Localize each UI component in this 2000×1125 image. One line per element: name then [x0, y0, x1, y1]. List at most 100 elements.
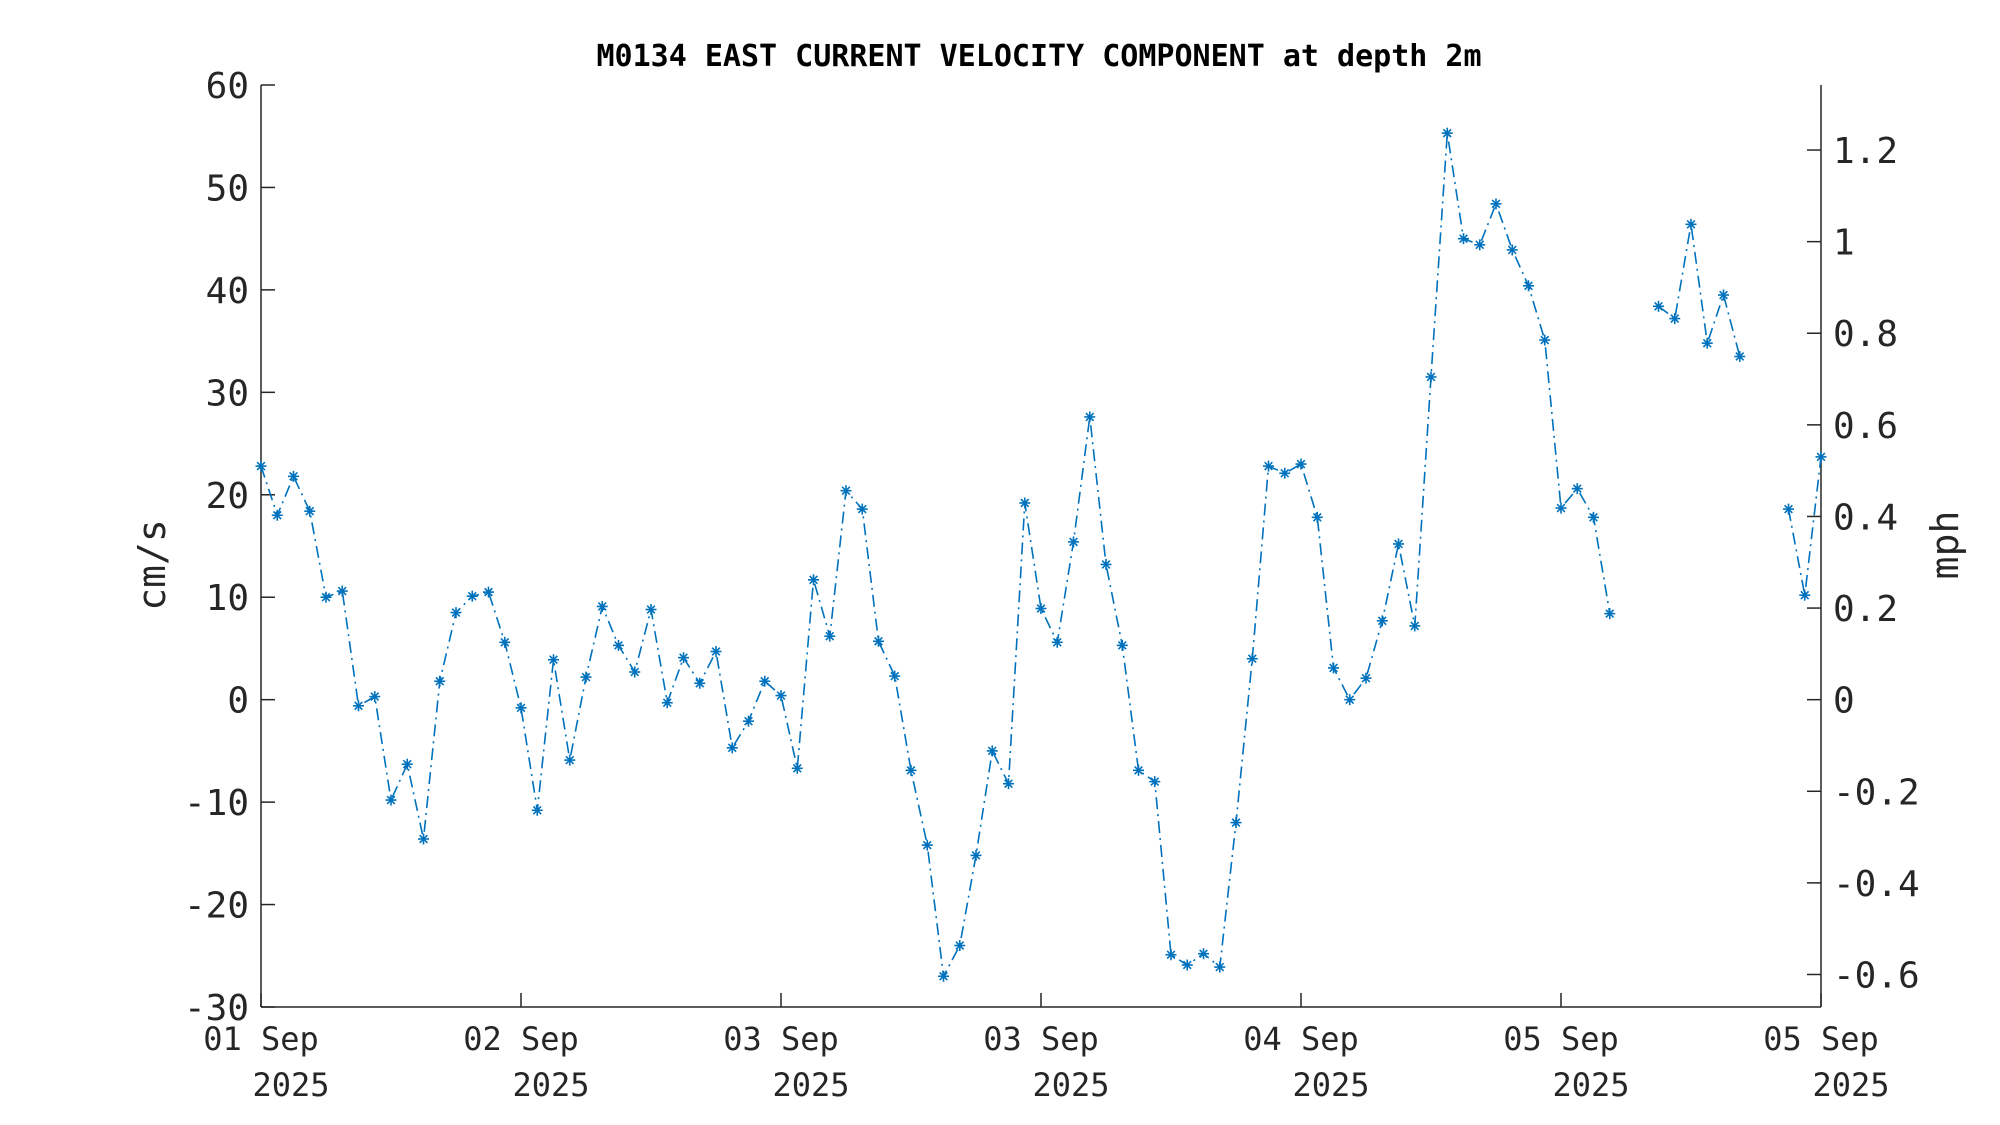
- data-point: [1425, 371, 1437, 383]
- x-tick-label-year: 2025: [1292, 1066, 1369, 1104]
- data-point: [1490, 198, 1502, 210]
- data-point: [759, 675, 771, 687]
- x-tick-label: 04 Sep: [1243, 1020, 1359, 1058]
- y-tick-label-left: 20: [206, 476, 249, 517]
- y-tick-label-left: 0: [227, 681, 249, 722]
- y-tick-label-right: 0.2: [1833, 589, 1898, 630]
- data-point: [1718, 289, 1729, 301]
- marker-stroke: [971, 850, 981, 860]
- data-point: [1685, 218, 1697, 230]
- data-point: [1149, 776, 1161, 788]
- marker-stroke: [1052, 637, 1062, 647]
- y-axis-label-right: mph: [1923, 511, 1967, 580]
- data-point: [889, 670, 901, 682]
- marker-stroke: [1800, 590, 1810, 600]
- data-point: [1523, 280, 1534, 292]
- data-point: [1588, 511, 1599, 523]
- series-layer: [255, 127, 1827, 982]
- marker-stroke: [1442, 128, 1452, 138]
- marker-stroke: [1735, 352, 1745, 361]
- marker-stroke: [987, 746, 997, 756]
- marker-stroke: [1702, 338, 1712, 348]
- y-tick-label-left: 30: [206, 373, 249, 414]
- data-point: [645, 604, 657, 616]
- data-point: [418, 833, 429, 845]
- marker-stroke: [1231, 818, 1241, 828]
- marker-stroke: [922, 840, 932, 850]
- marker-stroke: [1491, 199, 1501, 209]
- data-point: [304, 505, 316, 517]
- marker-stroke: [1020, 498, 1030, 508]
- marker-stroke: [597, 602, 607, 611]
- marker-stroke: [419, 834, 428, 844]
- marker-stroke: [1572, 484, 1582, 494]
- marker-stroke: [1816, 452, 1826, 462]
- x-tick-label-year: 2025: [772, 1066, 849, 1104]
- y-tick-label-right: -0.6: [1833, 955, 1920, 996]
- marker-stroke: [1540, 335, 1550, 345]
- marker-stroke: [1377, 616, 1387, 626]
- x-tick-label: 02 Sep: [463, 1020, 579, 1058]
- y-tick-label-left: 60: [206, 66, 249, 107]
- marker-stroke: [1117, 640, 1127, 650]
- marker-stroke: [1296, 459, 1306, 469]
- x-tick-label: 01 Sep: [203, 1020, 319, 1058]
- data-point: [1295, 458, 1307, 470]
- marker-stroke: [370, 692, 380, 702]
- data-point: [564, 754, 576, 766]
- marker-stroke: [516, 703, 526, 713]
- data-point: [661, 697, 673, 709]
- marker-stroke: [1426, 372, 1436, 382]
- marker-stroke: [1069, 537, 1078, 547]
- y-tick-label-right: 1: [1833, 223, 1855, 264]
- data-point: [1539, 334, 1551, 346]
- marker-stroke: [1345, 695, 1355, 705]
- data-point: [856, 503, 868, 515]
- data-point: [1279, 467, 1291, 479]
- x-tick-label-year: 2025: [1552, 1066, 1629, 1104]
- data-point: [1815, 451, 1827, 463]
- data-point: [1555, 502, 1567, 514]
- marker-stroke: [1394, 539, 1403, 549]
- data-point: [580, 671, 592, 683]
- data-point: [1604, 608, 1616, 620]
- data-point: [1653, 300, 1664, 312]
- marker-stroke: [500, 637, 510, 647]
- tick-labels: -30 -20 -10 0 10 20 30 40 50 60 -0.6 -0.4 -0.2 0 0.2 0.…: [184, 66, 1920, 1104]
- marker-stroke: [906, 765, 916, 775]
- marker-stroke: [792, 763, 802, 773]
- y-tick-label-right: -0.2: [1833, 772, 1920, 813]
- marker-stroke: [1524, 281, 1533, 291]
- data-point: [1376, 615, 1388, 627]
- data-point: [808, 574, 819, 586]
- y-tick-label-right: 0.8: [1833, 314, 1898, 355]
- marker-stroke: [1036, 604, 1046, 613]
- marker-stroke: [467, 591, 477, 601]
- data-point: [629, 666, 641, 678]
- marker-stroke: [321, 592, 331, 602]
- y-tick-label-left: -20: [184, 886, 249, 927]
- y-tick-label-right: -0.4: [1833, 864, 1920, 905]
- data-point: [775, 690, 787, 702]
- data-point: [1100, 558, 1112, 570]
- y-axis-label-left: cm/s: [130, 519, 174, 611]
- data-point: [1311, 511, 1323, 523]
- y-tick-label-left: -30: [184, 988, 249, 1029]
- data-point: [1084, 411, 1096, 423]
- data-point: [466, 590, 478, 602]
- series-line-segment: [1658, 224, 1741, 357]
- x-tick-label: 03 Sep: [723, 1020, 839, 1058]
- data-point: [1133, 764, 1144, 776]
- data-point: [596, 600, 608, 612]
- y-tick-label-right: 0: [1833, 681, 1855, 722]
- data-point: [954, 940, 966, 952]
- marker-stroke: [1101, 560, 1111, 569]
- data-point: [905, 764, 917, 776]
- data-point: [1230, 817, 1242, 829]
- data-point: [434, 675, 446, 687]
- data-point: [336, 585, 348, 597]
- marker-stroke: [1166, 950, 1176, 960]
- marker-stroke: [484, 587, 493, 597]
- marker-stroke: [1670, 314, 1680, 323]
